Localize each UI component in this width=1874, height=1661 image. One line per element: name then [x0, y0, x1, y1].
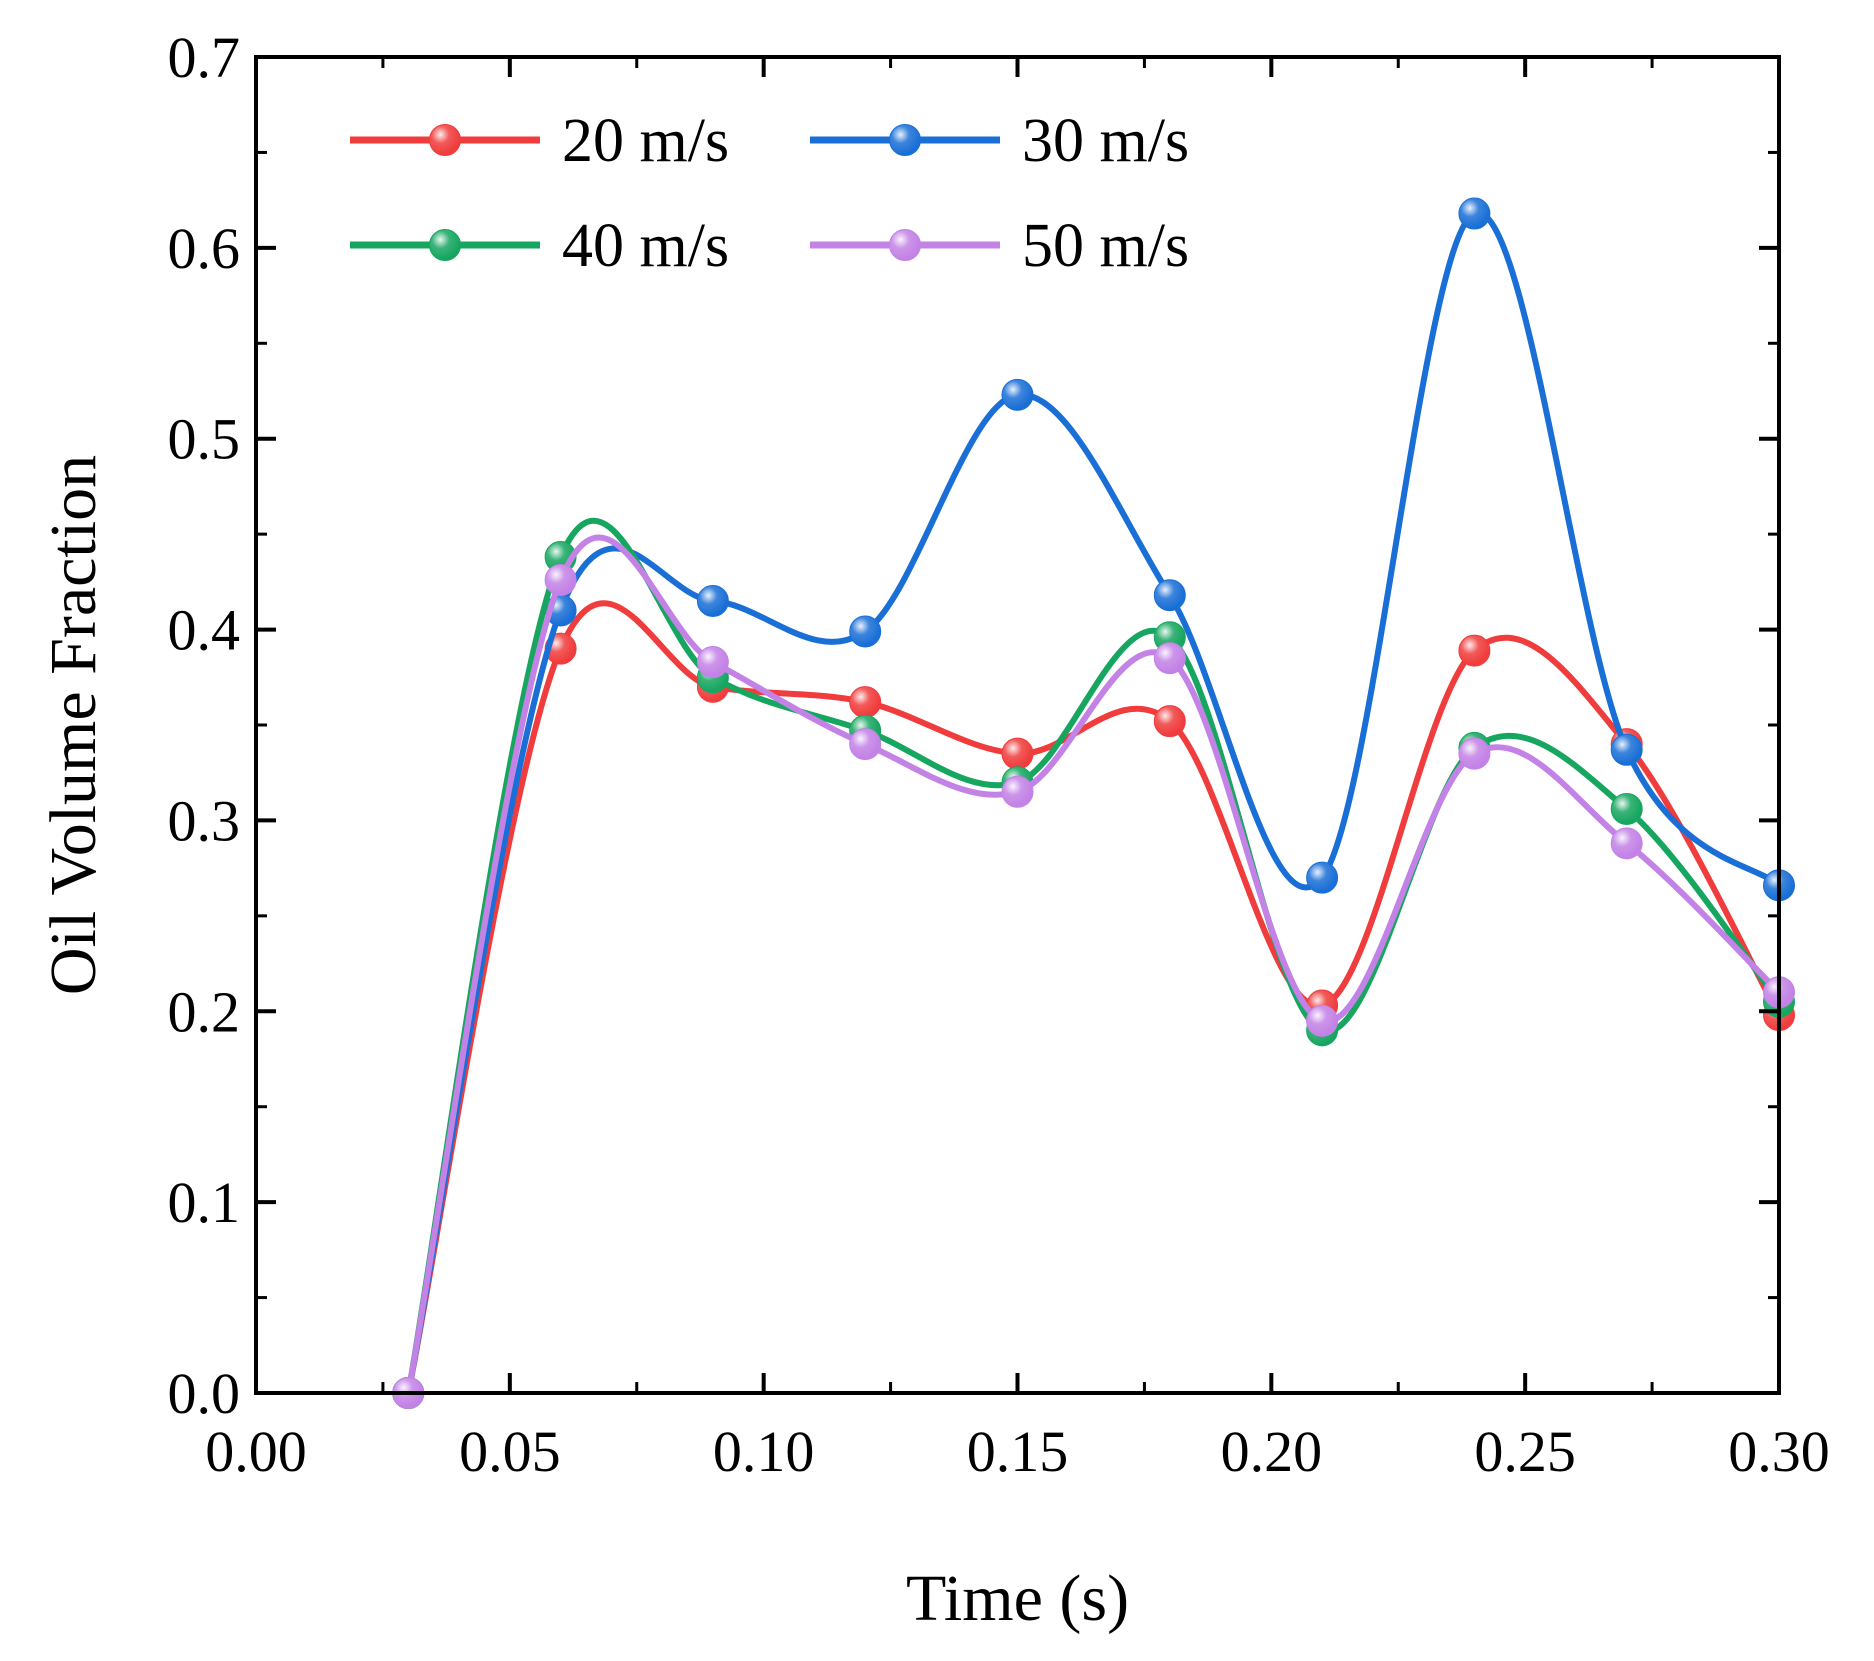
y-tick-label: 0.1 [168, 1170, 241, 1235]
data-point [1153, 642, 1186, 675]
y-tick-label: 0.0 [168, 1361, 241, 1426]
legend-item: 30 m/s [810, 107, 1189, 175]
x-tick-label: 0.10 [713, 1419, 815, 1484]
legend-label: 30 m/s [1022, 107, 1189, 175]
legend-swatch-marker [429, 124, 461, 156]
data-point [1458, 197, 1491, 230]
y-tick-label: 0.3 [168, 788, 241, 853]
axis-ticks [254, 55, 1781, 1395]
data-point [1610, 827, 1643, 860]
legend-swatch-marker [889, 124, 921, 156]
y-axis-title: Oil Volume Fraction [37, 455, 110, 995]
series-line [405, 210, 1781, 1394]
data-point [1153, 705, 1186, 738]
tick-labels: 0.00 0.05 0.10 0.15 0.20 0.25 0.30 0.0 0.1 0.2 0.3… [168, 25, 1830, 1484]
series-line [405, 534, 1782, 1394]
data-point [696, 584, 729, 617]
data-point [849, 728, 882, 761]
x-tick-label: 0.15 [967, 1419, 1069, 1484]
data-point [1001, 775, 1034, 808]
series-layer [392, 197, 1795, 1409]
data-point [1458, 737, 1491, 770]
data-point [849, 686, 882, 719]
x-axis-title: Time (s) [906, 1562, 1129, 1635]
data-point [1306, 1004, 1339, 1037]
y-tick-label: 0.6 [168, 216, 241, 281]
data-point [1001, 378, 1034, 411]
legend-label: 50 m/s [1022, 212, 1189, 280]
legend-swatch-marker [429, 229, 461, 261]
data-point [696, 646, 729, 679]
y-tick-label: 0.7 [168, 25, 241, 90]
legend: 20 m/s 30 m/s 40 m/s 50 m/s [350, 107, 1189, 280]
x-tick-label: 0.05 [459, 1419, 561, 1484]
data-point [1458, 634, 1491, 667]
legend-item: 20 m/s [350, 107, 729, 175]
series-40ms [392, 518, 1795, 1409]
legend-label: 40 m/s [562, 212, 729, 280]
x-tick-label: 0.25 [1474, 1419, 1576, 1484]
data-point [1610, 792, 1643, 825]
series-20ms [392, 600, 1795, 1409]
y-tick-label: 0.4 [168, 598, 241, 663]
x-tick-label: 0.00 [205, 1419, 307, 1484]
y-tick-label: 0.5 [168, 407, 241, 472]
data-point [849, 615, 882, 648]
x-tick-label: 0.20 [1221, 1419, 1323, 1484]
x-tick-label: 0.30 [1728, 1419, 1830, 1484]
data-point [1306, 861, 1339, 894]
series-line [405, 600, 1782, 1394]
legend-item: 50 m/s [810, 212, 1189, 280]
data-point [1153, 579, 1186, 612]
y-tick-label: 0.2 [168, 979, 241, 1044]
plot-area-frame [254, 55, 1781, 1395]
data-point [1610, 733, 1643, 766]
series-line [405, 518, 1782, 1394]
data-point [1001, 737, 1034, 770]
series-50ms [392, 534, 1795, 1409]
legend-label: 20 m/s [562, 107, 729, 175]
legend-item: 40 m/s [350, 212, 729, 280]
legend-swatch-marker [889, 229, 921, 261]
data-point [544, 563, 577, 596]
